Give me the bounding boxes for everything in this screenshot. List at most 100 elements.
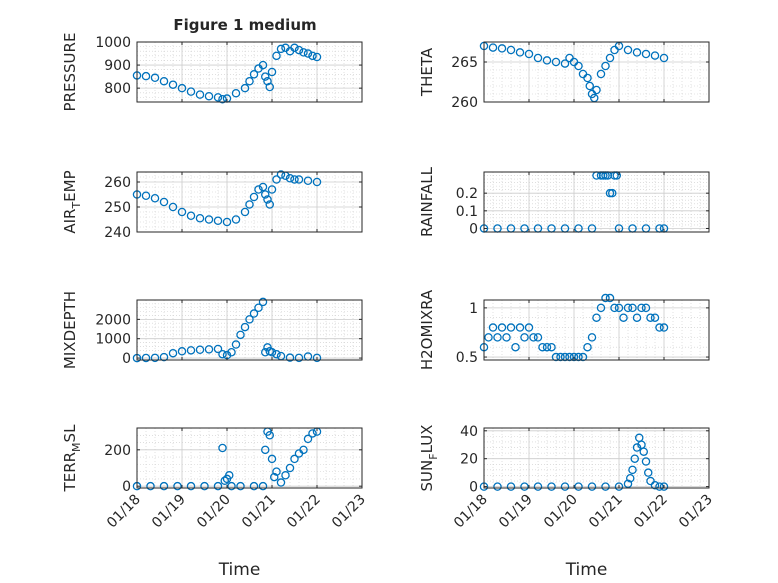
data-point bbox=[224, 471, 234, 480]
y-tick-label: 0 bbox=[469, 221, 478, 237]
data-point bbox=[632, 443, 642, 452]
y-tick-label: 260 bbox=[104, 175, 131, 191]
data-point bbox=[533, 53, 543, 63]
data-point bbox=[569, 352, 579, 362]
data-point bbox=[269, 472, 279, 482]
data-point bbox=[583, 342, 592, 352]
data-point bbox=[245, 76, 254, 86]
y-tick-label: 1000 bbox=[95, 35, 131, 51]
data-point bbox=[659, 482, 669, 491]
data-point bbox=[267, 185, 277, 194]
data-point bbox=[515, 323, 525, 332]
data-point bbox=[585, 81, 595, 91]
series-markers bbox=[132, 43, 322, 104]
data-point bbox=[644, 468, 653, 477]
data-point bbox=[493, 482, 502, 491]
grid bbox=[483, 428, 710, 488]
data-point bbox=[524, 49, 534, 59]
x-axis-label: Time bbox=[565, 560, 608, 580]
data-point bbox=[502, 333, 511, 342]
x-tick-label: 01/18 bbox=[104, 492, 144, 532]
data-point bbox=[290, 175, 299, 184]
data-point bbox=[551, 352, 561, 362]
data-point bbox=[272, 51, 281, 61]
data-point bbox=[497, 323, 507, 332]
data-point bbox=[639, 447, 649, 456]
data-point bbox=[263, 76, 272, 86]
data-point bbox=[637, 303, 646, 313]
data-point bbox=[177, 83, 187, 93]
data-point bbox=[265, 431, 274, 440]
x-tick-label: 01/22 bbox=[631, 492, 671, 532]
data-point bbox=[290, 454, 299, 464]
data-point bbox=[493, 333, 502, 342]
data-point bbox=[646, 476, 655, 486]
data-point bbox=[560, 352, 570, 362]
data-point bbox=[626, 473, 635, 483]
x-tick-label: 01/21 bbox=[586, 492, 626, 532]
data-point bbox=[150, 193, 160, 203]
figure-title: Figure 1 medium bbox=[173, 16, 316, 34]
data-point bbox=[285, 353, 295, 362]
axes-box bbox=[483, 299, 710, 361]
x-tick-label: 01/20 bbox=[194, 492, 234, 532]
data-point bbox=[484, 333, 493, 342]
data-point bbox=[236, 330, 245, 340]
data-point bbox=[195, 90, 205, 99]
y-tick-label: 40 bbox=[460, 424, 478, 440]
data-point bbox=[258, 297, 268, 307]
data-point bbox=[655, 482, 664, 491]
series-markers bbox=[479, 433, 669, 491]
y-tick-label: 0.1 bbox=[456, 204, 478, 220]
y-axis-label: RAINFALL bbox=[418, 166, 436, 237]
axes-box bbox=[136, 427, 363, 489]
data-point bbox=[294, 45, 304, 55]
data-point bbox=[213, 93, 223, 102]
data-point bbox=[249, 70, 259, 79]
data-point bbox=[650, 51, 660, 60]
data-point bbox=[650, 480, 660, 490]
data-point bbox=[614, 482, 624, 491]
data-point bbox=[299, 48, 308, 57]
grid bbox=[136, 427, 363, 488]
grid bbox=[136, 299, 363, 360]
data-point bbox=[596, 303, 606, 313]
data-point bbox=[592, 313, 601, 322]
data-point bbox=[601, 61, 610, 71]
data-point bbox=[605, 293, 615, 303]
data-point bbox=[601, 293, 610, 303]
axes-box bbox=[136, 299, 363, 361]
subplot-sun-flux: 01/18 01/19 01/20 01/21 01/22 01/23 0 20 40 SUNFL… bbox=[418, 424, 716, 580]
data-point bbox=[231, 88, 241, 98]
data-point bbox=[556, 352, 565, 362]
series-markers bbox=[132, 297, 322, 363]
data-point bbox=[249, 309, 259, 318]
series-markers bbox=[132, 427, 322, 491]
data-point bbox=[150, 73, 160, 83]
data-point bbox=[632, 48, 642, 57]
data-point bbox=[533, 482, 543, 491]
data-point bbox=[628, 465, 637, 475]
data-point bbox=[646, 313, 655, 322]
data-point bbox=[488, 43, 498, 52]
data-point bbox=[218, 94, 227, 104]
subplot-theta: 260 265 THETA bbox=[418, 41, 710, 111]
data-point bbox=[220, 476, 229, 485]
data-point bbox=[565, 352, 574, 362]
data-point bbox=[587, 482, 597, 491]
y-tick-label: 900 bbox=[104, 58, 131, 74]
data-point bbox=[547, 342, 556, 352]
data-point bbox=[312, 52, 322, 62]
data-point bbox=[497, 44, 507, 53]
data-point bbox=[506, 323, 516, 332]
data-point bbox=[560, 482, 570, 491]
plot-area bbox=[137, 428, 362, 488]
x-tick-label: 01/21 bbox=[239, 492, 279, 532]
data-point bbox=[520, 482, 529, 491]
data-point bbox=[574, 352, 583, 362]
data-point bbox=[592, 85, 601, 95]
data-point bbox=[195, 345, 205, 354]
data-point bbox=[231, 215, 241, 224]
data-point bbox=[551, 57, 561, 67]
data-point bbox=[177, 207, 187, 217]
